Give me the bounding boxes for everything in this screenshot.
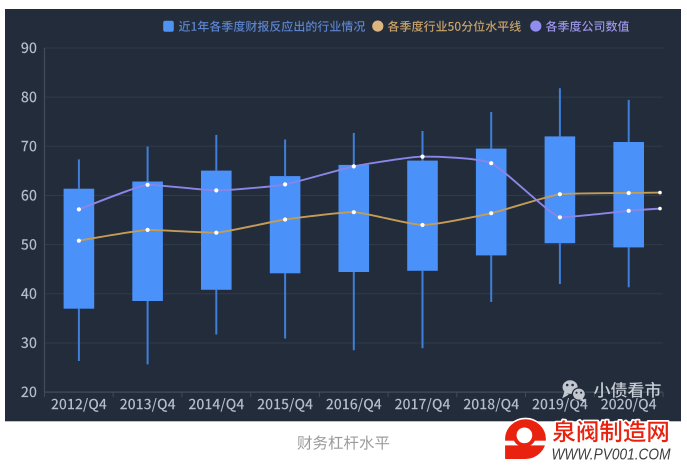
svg-text:WWW.PV001.COM: WWW.PV001.COM (552, 446, 672, 463)
